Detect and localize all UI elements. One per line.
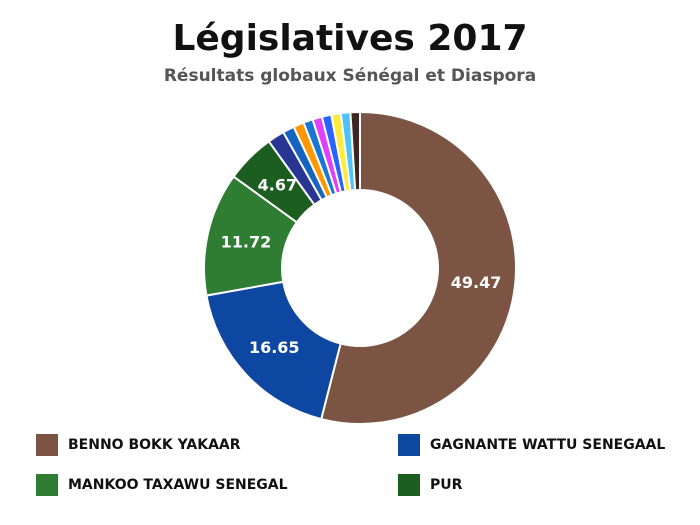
- legend-label: GAGNANTE WATTU SENEGAAL: [430, 437, 666, 453]
- legend-item-gagnante: GAGNANTE WATTU SENEGAAL: [398, 434, 665, 456]
- chart-subtitle: Résultats globaux Sénégal et Diaspora: [163, 66, 537, 86]
- slice-gagnante-wattu-senegaal: [205, 280, 342, 421]
- slice-label-mankoo-taxawu-senegal: 11.72: [221, 232, 272, 251]
- slice-label-pur: 4.67: [258, 176, 297, 195]
- legend-item-pur: PUR: [398, 474, 462, 496]
- legend-label: PUR: [430, 477, 463, 493]
- legend-swatch: [36, 434, 58, 456]
- legend-label: MANKOO TAXAWU SENEGAL: [68, 477, 288, 493]
- slice-benno-bokk-yakaar: [319, 110, 517, 425]
- slice-minor-12: [349, 110, 361, 192]
- legend-label: BENNO BOKK YAKAAR: [68, 437, 241, 453]
- legend-item-benno: BENNO BOKK YAKAAR: [36, 434, 241, 456]
- legend-item-mankoo: MANKOO TAXAWU SENEGAL: [36, 474, 288, 496]
- slice-label-gagnante-wattu-senegaal: 16.65: [249, 338, 300, 357]
- slice-label-benno-bokk-yakaar: 49.47: [451, 273, 502, 292]
- legend-swatch: [36, 474, 58, 496]
- legend-swatch: [398, 474, 420, 496]
- donut-chart: 49.47 16.65 11.72 4.67: [203, 110, 517, 425]
- legend-swatch: [398, 434, 420, 456]
- chart-title: Législatives 2017: [172, 18, 528, 59]
